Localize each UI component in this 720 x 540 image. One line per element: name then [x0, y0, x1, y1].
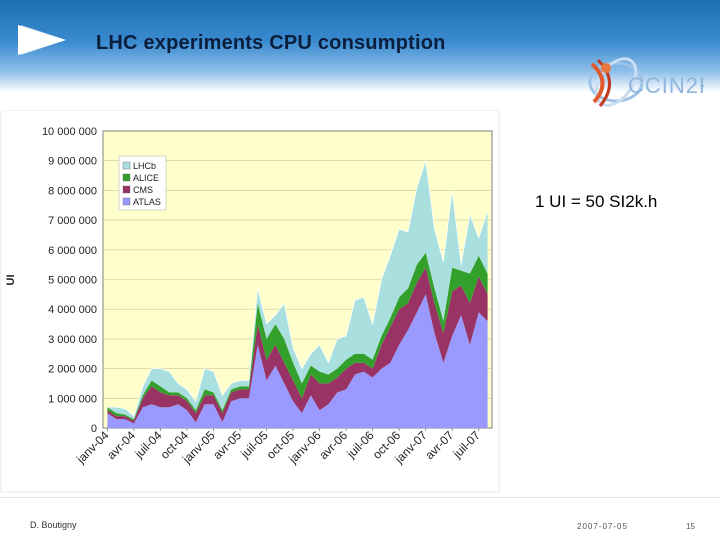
legend-swatch: [122, 185, 131, 194]
logo-text: CCIN2P3: [628, 73, 704, 98]
legend-swatch: [122, 161, 131, 170]
stacked-areas: [107, 160, 488, 428]
unit-note: 1 UI = 50 SI2k.h: [535, 192, 658, 211]
legend-label: ALICE: [133, 173, 159, 183]
y-axis-label: UI: [5, 275, 17, 286]
title-bar: LHC experiments CPU consumption: [0, 0, 720, 92]
y-tick-label: 2 000 000: [48, 364, 97, 376]
ccin2p3-logo: CCIN2P3: [588, 57, 704, 107]
page-number: 15: [686, 522, 695, 531]
y-axis-tick-labels: 0 1 000 000 2 000 000 3 000 000 4 000 000 5 0…: [42, 126, 97, 435]
y-tick-label: 9 000 000: [48, 156, 97, 168]
slide-date: 2007-07-05: [577, 522, 628, 531]
author-name: D. Boutigny: [30, 520, 77, 530]
y-tick-label: 1 000 000: [48, 393, 97, 405]
page-title: LHC experiments CPU consumption: [96, 32, 446, 54]
y-tick-label: 6 000 000: [48, 245, 97, 257]
total-outline: [107, 160, 488, 417]
cpu-consumption-chart: 0 1 000 000 2 000 000 3 000 000 4 000 000 5 0…: [0, 110, 500, 493]
area-cms: [107, 267, 488, 424]
area-alice: [107, 252, 488, 421]
area-atlas: [107, 294, 488, 428]
legend-label: CMS: [133, 185, 153, 195]
legend-swatch: [122, 197, 131, 206]
y-tick-label: 0: [91, 423, 97, 435]
arrow-icon: [18, 25, 66, 55]
legend-swatch: [122, 173, 131, 182]
y-tick-label: 7 000 000: [48, 215, 97, 227]
area-lhcb: [107, 160, 488, 420]
y-tick-label: 10 000 000: [42, 126, 97, 138]
legend-label: LHCb: [133, 161, 156, 171]
y-tick-label: 4 000 000: [48, 304, 97, 316]
legend: LHCb ALICE CMS ATLAS: [118, 155, 167, 211]
y-tick-label: 5 000 000: [48, 275, 97, 287]
y-tick-label: 8 000 000: [48, 185, 97, 197]
legend-label: ATLAS: [133, 197, 161, 207]
y-tick-label: 3 000 000: [48, 334, 97, 346]
footer-divider: [0, 497, 720, 498]
